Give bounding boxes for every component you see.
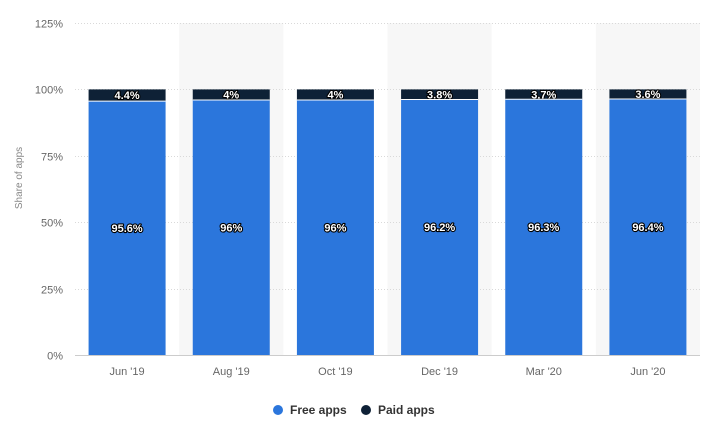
y-tick-label: 50% bbox=[41, 218, 63, 230]
data-label: 4% bbox=[327, 90, 343, 102]
x-tick-label: Jun '19 bbox=[110, 366, 145, 378]
data-label: 96% bbox=[220, 223, 242, 235]
legend-marker bbox=[273, 405, 283, 415]
data-label: 96% bbox=[324, 223, 346, 235]
y-axis-ticks: 0% 25% 50% 75% 100% 125% bbox=[35, 19, 63, 363]
x-axis-ticks: Jun '19 Aug '19 Oct '19 Dec '19 Mar '20 Jun '… bbox=[110, 366, 666, 378]
data-label: 96.3% bbox=[528, 222, 559, 234]
data-label: 4% bbox=[223, 90, 239, 102]
bar-paid-apps bbox=[192, 89, 270, 101]
y-tick-label: 25% bbox=[41, 285, 63, 297]
bar-free-apps bbox=[296, 100, 374, 355]
bar-free-apps bbox=[192, 100, 270, 355]
x-tick-label: Aug '19 bbox=[213, 366, 250, 378]
y-tick-label: 0% bbox=[47, 351, 63, 363]
bar-paid-apps bbox=[401, 89, 479, 100]
data-label: 96.4% bbox=[632, 222, 663, 234]
bar-free-apps bbox=[401, 99, 479, 355]
bar-free-apps bbox=[609, 98, 687, 355]
bar-free-apps bbox=[88, 101, 166, 356]
y-tick-label: 125% bbox=[35, 19, 63, 31]
bars: 95.6%4.4%96%4%96%4%96.2%3.8%96.3%3.7%96.… bbox=[88, 88, 687, 356]
legend-label: Free apps bbox=[290, 403, 347, 417]
bar-paid-apps bbox=[505, 89, 583, 100]
data-label: 4.4% bbox=[115, 90, 140, 102]
legend-label: Paid apps bbox=[378, 403, 435, 417]
legend-item[interactable]: Free apps bbox=[273, 403, 347, 417]
x-tick-label: Oct '19 bbox=[318, 366, 353, 378]
legend: Free apps Paid apps bbox=[273, 403, 435, 417]
data-label: 96.2% bbox=[424, 222, 455, 234]
bar-free-apps bbox=[505, 99, 583, 355]
legend-marker bbox=[361, 405, 371, 415]
legend-item[interactable]: Paid apps bbox=[361, 403, 435, 417]
data-label: 95.6% bbox=[111, 223, 142, 235]
y-tick-label: 100% bbox=[35, 85, 63, 97]
bar-paid-apps bbox=[296, 89, 374, 101]
y-tick-label: 75% bbox=[41, 152, 63, 164]
gridlines bbox=[75, 23, 700, 290]
x-tick-label: Jun '20 bbox=[630, 366, 665, 378]
x-tick-label: Dec '19 bbox=[421, 366, 458, 378]
y-axis-label: Share of apps bbox=[14, 147, 25, 209]
x-tick-label: Mar '20 bbox=[526, 366, 562, 378]
bar-paid-apps bbox=[88, 89, 166, 102]
bar-paid-apps bbox=[609, 89, 687, 99]
